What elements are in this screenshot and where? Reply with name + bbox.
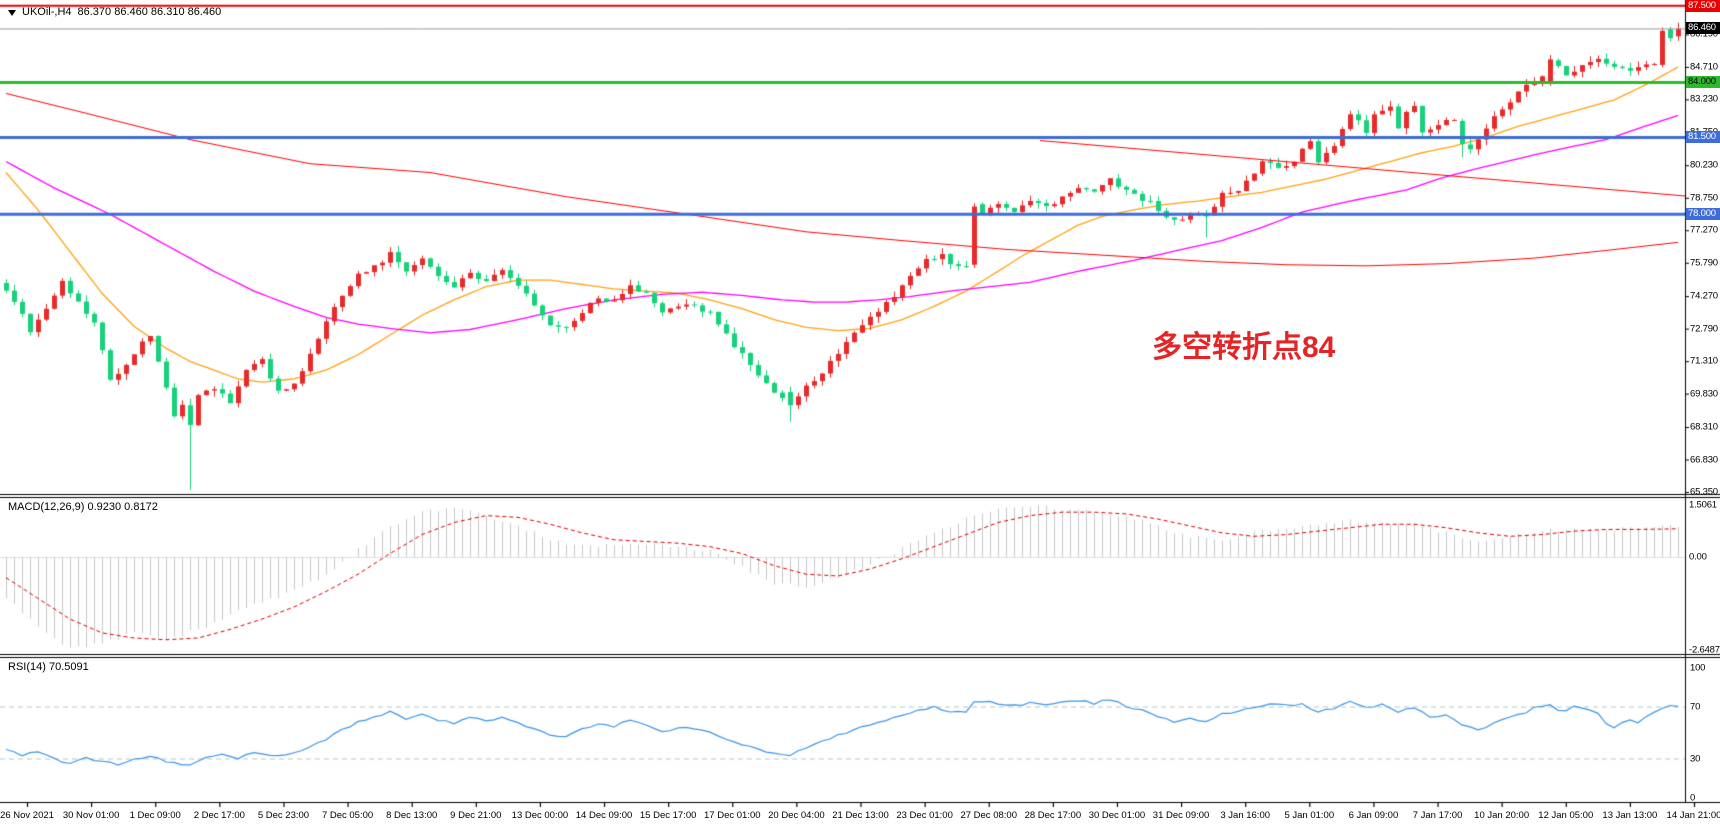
- price-tick-label: 66.830: [1690, 454, 1718, 465]
- time-tick-label: 12 Jan 05:00: [1538, 810, 1594, 821]
- rsi-scale-label: 0: [1690, 792, 1696, 804]
- time-tick-label: 3 Jan 16:00: [1220, 810, 1271, 821]
- price-level-label: 87.500: [1686, 0, 1720, 12]
- symbol-header: UKOil-,H4 86.370 86.460 86.310 86.460: [8, 6, 221, 18]
- rsi-indicator-label: RSI(14) 70.5091: [8, 661, 89, 673]
- time-tick-label: 23 Dec 01:00: [896, 810, 953, 821]
- chart-annotation-text: 多空转折点84: [1152, 331, 1336, 364]
- current-price-label: 86.460: [1686, 22, 1720, 35]
- time-tick-label: 14 Jan 21:00: [1666, 810, 1720, 821]
- time-tick-label: 8 Dec 13:00: [386, 810, 438, 821]
- time-tick-label: 17 Dec 01:00: [704, 810, 761, 821]
- price-tick-label: 74.270: [1690, 290, 1718, 302]
- price-level-label: 81.500: [1686, 131, 1720, 144]
- time-tick-label: 28 Dec 17:00: [1024, 810, 1082, 821]
- price-tick-label: 83.230: [1690, 93, 1718, 105]
- rsi-scale-label: 70: [1690, 701, 1701, 713]
- time-tick-label: 14 Dec 09:00: [575, 810, 633, 821]
- time-tick-label: 31 Dec 09:00: [1152, 810, 1210, 821]
- time-tick-label: 21 Dec 13:00: [832, 810, 889, 821]
- price-tick-label: 78.750: [1690, 192, 1718, 204]
- macd-scale-label: -2.6487: [1689, 644, 1720, 656]
- time-tick-label: 13 Dec 00:00: [511, 810, 569, 821]
- time-tick-label: 26 Nov 2021: [0, 810, 54, 821]
- time-tick-label: 13 Jan 13:00: [1602, 810, 1658, 821]
- time-tick-label: 30 Dec 01:00: [1088, 810, 1146, 821]
- time-tick-label: 7 Dec 05:00: [321, 810, 374, 821]
- time-tick-label: 2 Dec 17:00: [193, 810, 245, 821]
- price-tick-label: 84.710: [1690, 61, 1718, 73]
- symbol-period-label: UKOil-,H4: [22, 6, 72, 18]
- rsi-scale-label: 100: [1690, 662, 1706, 674]
- symbol-dropdown-icon[interactable]: [8, 9, 16, 16]
- time-tick-label: 6 Jan 09:00: [1348, 810, 1399, 821]
- time-tick-label: 7 Jan 17:00: [1412, 810, 1463, 821]
- time-tick-label: 30 Nov 01:00: [62, 810, 120, 821]
- price-level-label: 84.000: [1686, 76, 1720, 89]
- rsi-scale-label: 30: [1690, 753, 1701, 765]
- macd-indicator-label: MACD(12,26,9) 0.9230 0.8172: [8, 501, 158, 513]
- ohlc-values: 86.370 86.460 86.310 86.460: [77, 6, 222, 18]
- price-tick-label: 77.270: [1690, 224, 1718, 236]
- macd-scale-label: 1.5061: [1689, 499, 1717, 511]
- time-tick-label: 5 Jan 01:00: [1284, 810, 1335, 821]
- price-tick-label: 69.830: [1690, 388, 1718, 400]
- price-level-label: 78.000: [1686, 208, 1720, 221]
- price-tick-label: 65.350: [1690, 486, 1718, 498]
- time-tick-label: 5 Dec 23:00: [257, 810, 310, 821]
- price-tick-label: 72.790: [1690, 323, 1718, 335]
- time-tick-label: 1 Dec 09:00: [129, 810, 181, 821]
- time-tick-label: 15 Dec 17:00: [639, 810, 697, 821]
- time-tick-label: 20 Dec 04:00: [768, 810, 825, 821]
- price-tick-label: 68.310: [1690, 421, 1718, 433]
- macd-scale-label: 0.00: [1689, 551, 1707, 563]
- price-tick-label: 71.310: [1690, 355, 1718, 367]
- time-tick-label: 10 Jan 20:00: [1474, 810, 1530, 821]
- price-tick-label: 75.790: [1690, 257, 1718, 269]
- price-tick-label: 80.230: [1690, 159, 1718, 171]
- time-tick-label: 9 Dec 21:00: [450, 810, 502, 821]
- time-tick-label: 27 Dec 08:00: [960, 810, 1017, 821]
